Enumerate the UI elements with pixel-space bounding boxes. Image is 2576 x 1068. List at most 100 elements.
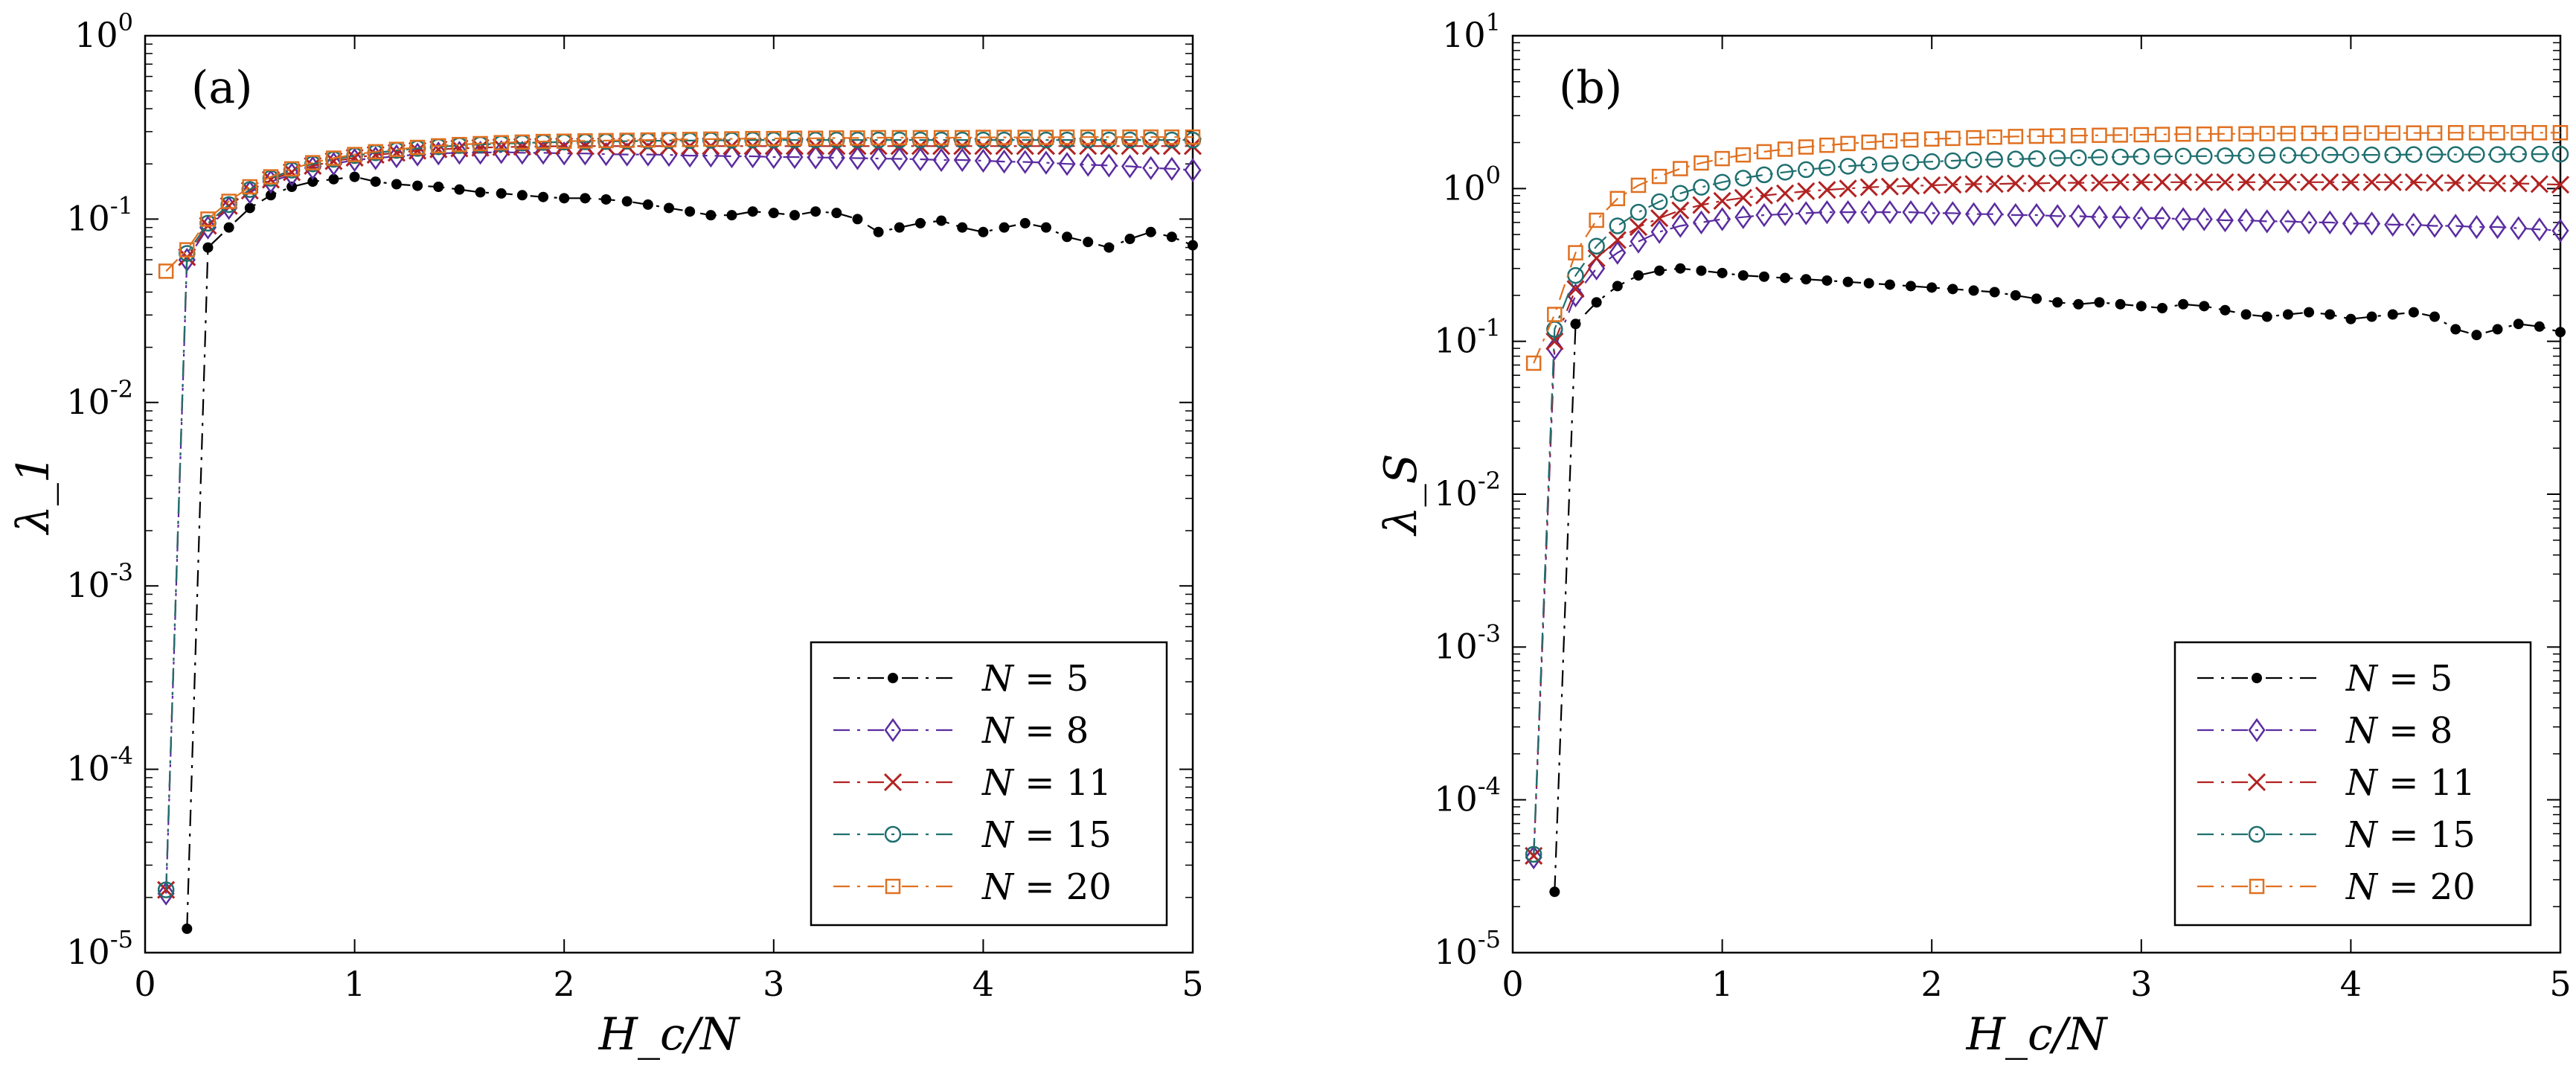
data-point <box>1525 845 1542 870</box>
data-point <box>2387 309 2398 320</box>
data-point <box>1986 151 2003 168</box>
data-point <box>1966 129 1981 146</box>
data-point <box>2070 149 2087 167</box>
y-tick-label: 10-4 <box>1434 773 1501 819</box>
data-point <box>388 144 406 169</box>
data-point <box>1923 131 1940 147</box>
data-point <box>429 140 448 159</box>
legend-marker <box>883 773 903 792</box>
data-point <box>2111 173 2130 191</box>
series-n5 <box>1549 263 2566 898</box>
legend: N = 5 N = 8 N = 11 N = 15 N = 20 <box>810 641 1168 927</box>
y-tick-label: 10-3 <box>66 558 133 605</box>
data-point <box>1588 237 1605 255</box>
legend-marker <box>2247 773 2266 792</box>
data-point <box>1185 129 1201 145</box>
data-point <box>1776 202 1794 226</box>
data-point <box>2028 150 2045 167</box>
data-point <box>1926 282 1938 293</box>
data-point <box>2385 125 2400 141</box>
data-point <box>914 217 926 228</box>
x-tick-label: 3 <box>2130 964 2152 1004</box>
data-point <box>220 196 238 220</box>
data-point <box>516 190 528 201</box>
data-point <box>2090 173 2109 192</box>
data-point <box>2362 173 2381 191</box>
data-point <box>2261 311 2272 322</box>
data-point <box>2510 216 2528 240</box>
data-point <box>873 226 884 237</box>
data-point <box>2488 174 2507 193</box>
data-point <box>1801 274 1812 285</box>
data-point <box>244 202 255 214</box>
data-point <box>2450 324 2461 335</box>
data-point <box>1839 199 1857 225</box>
legend-entry: N = 20 <box>2197 866 2476 908</box>
data-point <box>2469 125 2484 141</box>
x-tick-label: 5 <box>1182 964 1203 1004</box>
data-point <box>2007 202 2025 228</box>
data-point <box>514 134 531 150</box>
data-point <box>747 206 758 217</box>
data-point <box>831 208 842 219</box>
data-point <box>1124 233 1135 244</box>
data-point <box>2488 214 2507 240</box>
data-point <box>2300 147 2318 164</box>
data-point <box>1818 199 1836 225</box>
data-point <box>2258 147 2276 164</box>
legend-label: N = 11 <box>981 762 1112 804</box>
legend-marker <box>885 878 901 895</box>
data-point <box>307 176 318 188</box>
data-point <box>766 130 782 147</box>
data-point <box>726 210 737 221</box>
data-point <box>2028 128 2045 144</box>
data-point <box>2112 127 2128 143</box>
data-point <box>911 147 929 172</box>
y-tick-label: 10-3 <box>1434 619 1501 666</box>
data-point <box>391 179 402 190</box>
data-point <box>685 206 696 217</box>
data-point <box>2258 209 2276 234</box>
data-point <box>2133 148 2150 165</box>
data-point <box>265 190 276 201</box>
data-point <box>412 180 423 191</box>
data-point <box>2490 125 2505 141</box>
y-tick-label: 10-5 <box>66 925 133 972</box>
data-point <box>1863 278 1874 289</box>
data-point <box>2112 148 2129 166</box>
data-point <box>1755 186 1773 205</box>
data-point <box>1693 179 1710 196</box>
data-point <box>347 147 362 162</box>
data-point <box>1671 201 1690 220</box>
data-point <box>933 129 949 146</box>
series-line <box>1533 211 2561 858</box>
data-point <box>409 139 426 156</box>
data-point <box>2196 147 2213 165</box>
data-point <box>1755 166 1773 184</box>
data-point <box>493 135 509 150</box>
data-point <box>2220 304 2231 316</box>
data-point <box>1881 155 1899 172</box>
data-point <box>1608 231 1627 249</box>
data-point <box>1714 173 1731 191</box>
data-point <box>932 147 950 173</box>
y-tick-label: 100 <box>1442 161 1501 208</box>
data-point <box>1734 188 1752 207</box>
data-point <box>1840 135 1856 152</box>
legend-entry: N = 5 <box>833 658 1089 700</box>
data-point <box>848 146 866 170</box>
data-point <box>1884 279 1895 290</box>
data-point <box>2426 125 2443 141</box>
data-point <box>661 132 677 147</box>
data-point <box>556 133 572 149</box>
data-point <box>1964 202 1983 226</box>
legend-entry: N = 5 <box>2197 658 2452 700</box>
data-point <box>1673 161 1688 176</box>
data-point <box>2240 309 2252 320</box>
data-point <box>999 222 1010 233</box>
data-point <box>1696 265 1707 276</box>
data-point <box>304 156 322 175</box>
legend-entry: N = 20 <box>833 866 1112 908</box>
data-point <box>1717 267 1728 278</box>
data-point <box>1566 283 1585 308</box>
